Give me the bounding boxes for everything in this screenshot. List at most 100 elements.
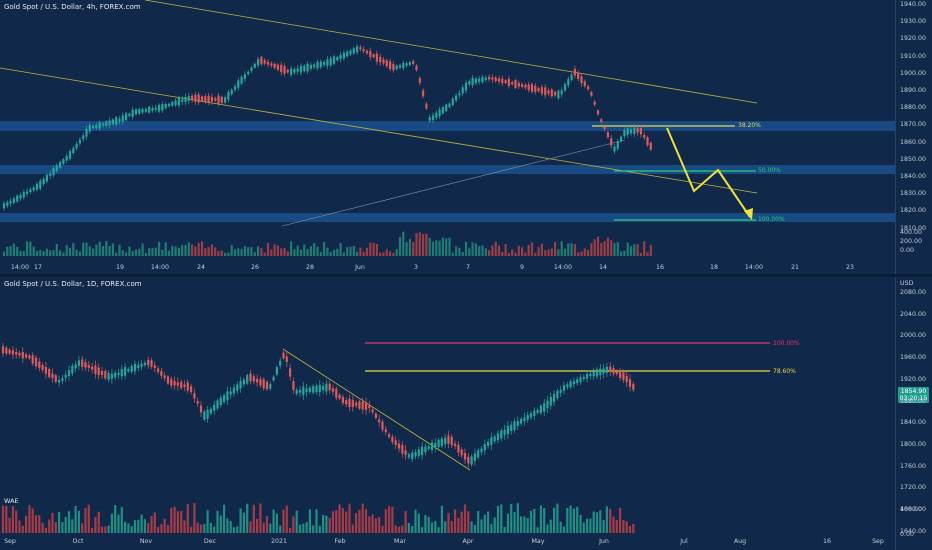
wae-bar (520, 516, 523, 533)
wae-bar (318, 525, 321, 533)
candle-body (250, 67, 253, 72)
candle-body (375, 53, 378, 62)
candle-body (326, 59, 329, 66)
volume-bar (398, 237, 402, 256)
candle-body (171, 101, 174, 106)
time-tick: 26 (250, 264, 260, 271)
volume-bar (98, 241, 101, 256)
candle-body (368, 405, 371, 409)
candle-body (516, 421, 519, 426)
volume-bar (356, 251, 359, 256)
candle-body (28, 355, 31, 359)
pane-separator[interactable] (0, 274, 932, 277)
time-tick: 21 (790, 264, 800, 271)
volume-bar (266, 242, 270, 256)
price-tick: 1640.00 (900, 527, 927, 535)
volume-bar (171, 245, 174, 256)
candle-body (164, 104, 167, 109)
time-tick: 23 (845, 264, 855, 271)
time-tick: 14:00 (744, 264, 764, 271)
candle-body (101, 123, 105, 126)
candle-body (263, 60, 266, 64)
volume-bar (250, 246, 253, 256)
time-tick: Sep (4, 538, 16, 545)
candle-body (615, 371, 618, 375)
volume-bar (527, 244, 530, 256)
candle-body (537, 88, 540, 92)
time-tick: 7 (465, 264, 471, 271)
candle-body (29, 189, 32, 193)
candle-body (253, 63, 256, 68)
candle-body (464, 82, 468, 91)
candle-body (332, 56, 336, 64)
wae-bar (483, 514, 486, 533)
candle-body (249, 373, 252, 382)
bottom-price-scale[interactable]: USD 1854.90 03:20:15 2080.00 2040.00 2000.… (895, 277, 932, 550)
volume-bar (375, 243, 378, 256)
top-chart-pane[interactable]: Gold Spot / U.S. Dollar, 4h, FOREX.com 1… (0, 0, 932, 275)
candle-body (32, 187, 35, 191)
candle-body (422, 90, 425, 97)
wae-bar (348, 503, 351, 533)
volume-bar (494, 241, 497, 256)
wae-bar (417, 513, 420, 533)
wae-bar (404, 511, 407, 533)
wae-bar (249, 521, 252, 533)
wae-bar (100, 526, 104, 533)
bottom-chart-canvas[interactable] (0, 277, 896, 550)
candle-body (315, 385, 318, 393)
volume-bar (263, 252, 266, 256)
volume-bar (19, 251, 22, 256)
volume-bar (418, 232, 421, 256)
wae-bar (592, 511, 595, 533)
candle-body (163, 375, 166, 379)
volume-bar (72, 242, 75, 256)
bottom-chart-pane[interactable]: Gold Spot / U.S. Dollar, 1D, FOREX.com U… (0, 277, 932, 550)
wae-bar (147, 523, 150, 533)
candle-body (184, 97, 187, 102)
candle-body (144, 108, 147, 112)
candle-body (2, 203, 6, 209)
volume-bar (349, 246, 352, 256)
volume-bar (478, 246, 481, 256)
wae-bar (529, 510, 533, 533)
volume-bar (544, 250, 547, 256)
top-price-scale[interactable]: 1940.00 1930.00 1920.00 1910.00 1900.00 1890.… (895, 0, 932, 275)
wae-bar (628, 525, 632, 533)
candle-body (599, 368, 602, 376)
candle-body (381, 421, 384, 430)
wae-bar (262, 522, 265, 533)
candle-body (636, 128, 639, 133)
candle-body (26, 191, 29, 194)
candle-body (41, 365, 44, 370)
volume-bar (435, 240, 438, 256)
candle-body (133, 363, 137, 372)
time-tick: Jun (599, 538, 609, 545)
wae-bar (615, 519, 618, 533)
wae-bar (566, 508, 569, 533)
candle-body (557, 90, 560, 99)
candle-body (108, 120, 111, 126)
volume-bar (191, 244, 194, 256)
candle-body (128, 113, 131, 117)
wae-bar (490, 524, 493, 533)
candle-body (616, 141, 619, 149)
wae-bar (510, 503, 513, 533)
volume-bar (382, 252, 385, 256)
wae-bar (11, 506, 14, 533)
wae-bar (434, 520, 437, 533)
wae-bar (388, 506, 391, 533)
candle-body (54, 375, 57, 382)
candle-body (273, 63, 276, 68)
wae-bar (77, 510, 80, 533)
volume-bar (332, 250, 336, 256)
candle-body (78, 139, 81, 144)
wae-bar (368, 516, 371, 533)
wae-bar (605, 506, 608, 533)
candle-body (247, 71, 250, 75)
wae-bar (364, 509, 368, 533)
candle-body (448, 103, 451, 108)
top-chart-canvas[interactable] (0, 0, 896, 275)
wae-bar (553, 507, 556, 533)
candle-body (503, 429, 506, 435)
